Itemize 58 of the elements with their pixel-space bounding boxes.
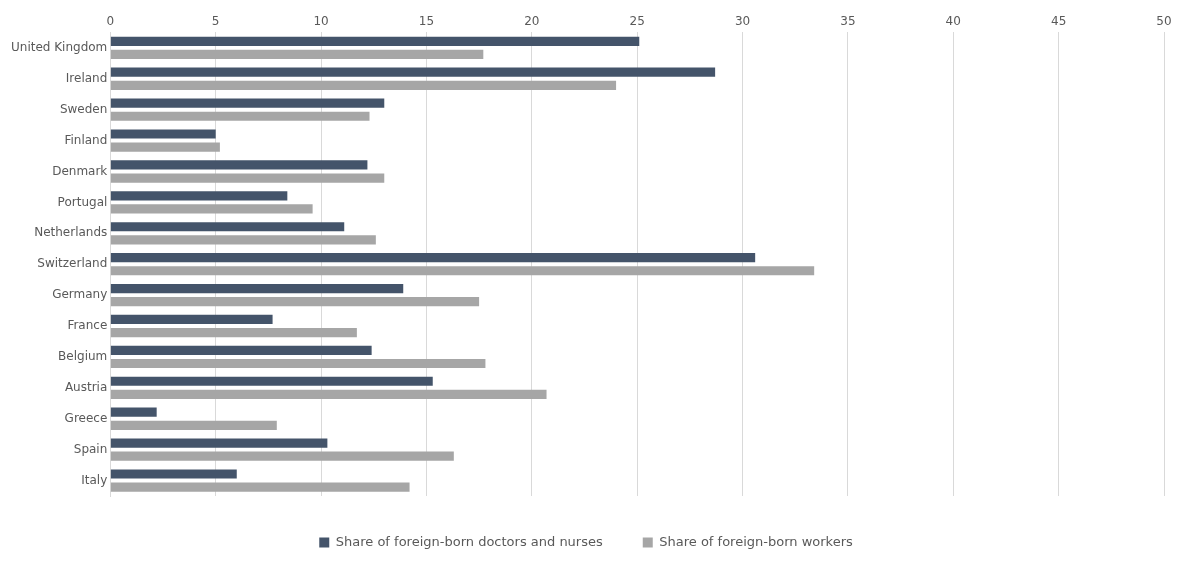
bar	[110, 451, 454, 461]
bar	[110, 204, 313, 214]
y-tick-label: Germany	[52, 287, 108, 302]
x-tick-label: 45	[1050, 14, 1067, 29]
y-tick-label: Switzerland	[37, 256, 108, 271]
y-tick-label: Spain	[73, 441, 108, 456]
y-tick-label: Sweden	[59, 101, 108, 116]
x-tick-label: 30	[734, 14, 751, 29]
bar	[110, 389, 547, 399]
x-tick-label: 15	[418, 14, 435, 29]
bar	[110, 314, 273, 325]
bar	[110, 358, 486, 369]
y-tick-label: Italy	[81, 472, 108, 487]
bar	[110, 98, 385, 108]
x-tick-label: 40	[945, 14, 961, 29]
bar	[110, 482, 410, 492]
bar	[110, 283, 404, 294]
bar	[110, 297, 480, 307]
bar	[110, 376, 433, 386]
bar	[110, 438, 328, 448]
y-tick-label: Netherlands	[34, 225, 108, 240]
y-tick-label: Austria	[64, 379, 108, 394]
bar	[110, 67, 716, 77]
y-tick-label: Denmark	[52, 163, 108, 178]
legend-label: Share of foreign-born doctors and nurses	[335, 533, 603, 549]
bar	[110, 80, 617, 90]
bar	[110, 266, 815, 276]
x-tick-label: 0	[106, 14, 115, 29]
bar	[110, 129, 216, 139]
bar	[110, 345, 372, 355]
bar	[110, 222, 345, 232]
y-tick-label: Greece	[64, 410, 108, 425]
legend-label: Share of foreign-born workers	[659, 533, 853, 549]
bar	[110, 173, 385, 183]
bar	[110, 36, 640, 46]
y-tick-label: United Kingdom	[10, 39, 108, 54]
x-tick-label: 50	[1156, 14, 1172, 29]
x-tick-label: 20	[524, 14, 540, 29]
x-tick-label: 10	[313, 14, 329, 29]
x-tick-label: 25	[629, 14, 645, 29]
y-tick-label: Ireland	[65, 70, 108, 85]
bar	[110, 327, 357, 338]
bar	[110, 253, 756, 263]
x-tick-label: 5	[211, 14, 220, 29]
x-tick-label: 35	[840, 14, 856, 29]
bar	[110, 469, 237, 479]
bar	[110, 160, 368, 170]
y-tick-label: France	[67, 318, 108, 333]
bar	[110, 235, 376, 245]
bar	[110, 142, 220, 152]
bar	[110, 191, 288, 201]
bar	[110, 49, 484, 60]
bar	[110, 420, 277, 430]
y-tick-label: Belgium	[58, 349, 108, 364]
y-tick-label: Portugal	[57, 194, 108, 209]
bar	[110, 407, 157, 417]
y-tick-label: Finland	[64, 132, 108, 147]
bar	[110, 111, 370, 121]
